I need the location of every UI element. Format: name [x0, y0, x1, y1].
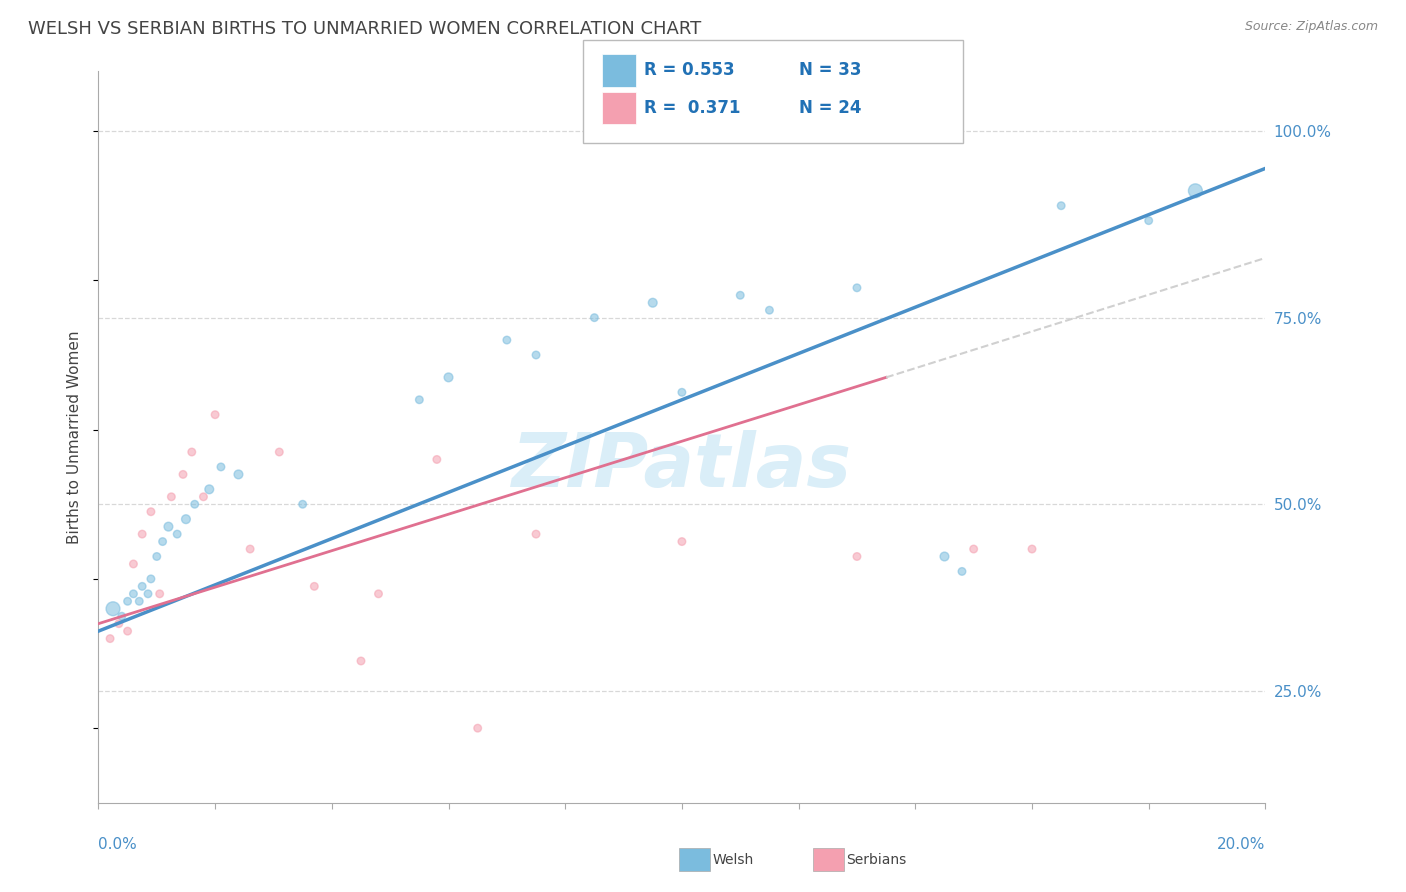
Text: R = 0.553: R = 0.553: [644, 62, 734, 79]
Point: [228, 467, 250, 482]
Point: [1137, 213, 1160, 227]
Point: [291, 497, 314, 511]
Point: [730, 288, 752, 302]
Point: [304, 579, 326, 593]
Point: [193, 490, 215, 504]
Point: [583, 310, 606, 325]
Point: [408, 392, 430, 407]
Point: [950, 565, 973, 579]
Point: [139, 505, 162, 519]
Point: [204, 408, 226, 422]
Point: [152, 534, 174, 549]
Point: [157, 519, 180, 533]
Point: [467, 721, 489, 735]
Point: [98, 632, 121, 646]
Point: [934, 549, 956, 564]
Point: [641, 295, 664, 310]
Text: 0.0%: 0.0%: [98, 837, 138, 852]
Text: R =  0.371: R = 0.371: [644, 99, 741, 117]
Point: [426, 452, 449, 467]
Point: [845, 281, 868, 295]
Point: [367, 587, 389, 601]
Point: [198, 483, 221, 497]
Point: [350, 654, 373, 668]
Point: [495, 333, 517, 347]
Point: [758, 303, 780, 318]
Text: Serbians: Serbians: [846, 853, 907, 867]
Point: [209, 459, 232, 474]
Point: [172, 467, 194, 482]
Point: [1021, 542, 1043, 557]
Point: [149, 587, 172, 601]
Text: ZIPatlas: ZIPatlas: [512, 430, 852, 503]
Point: [671, 534, 693, 549]
Point: [122, 587, 145, 601]
Point: [174, 512, 197, 526]
Point: [136, 587, 159, 601]
Text: N = 24: N = 24: [799, 99, 860, 117]
Point: [183, 497, 205, 511]
Point: [671, 385, 693, 400]
Point: [524, 348, 547, 362]
Point: [1184, 184, 1206, 198]
Point: [269, 445, 291, 459]
Point: [239, 542, 262, 557]
Point: [111, 609, 134, 624]
Point: [437, 370, 460, 384]
Point: [1050, 199, 1073, 213]
Point: [131, 527, 153, 541]
Point: [180, 445, 202, 459]
Point: [139, 572, 162, 586]
Point: [117, 594, 139, 608]
Point: [160, 490, 183, 504]
Point: [117, 624, 139, 639]
Text: WELSH VS SERBIAN BIRTHS TO UNMARRIED WOMEN CORRELATION CHART: WELSH VS SERBIAN BIRTHS TO UNMARRIED WOM…: [28, 20, 702, 37]
Point: [166, 527, 188, 541]
Text: Source: ZipAtlas.com: Source: ZipAtlas.com: [1244, 20, 1378, 33]
Point: [962, 542, 984, 557]
Point: [146, 549, 169, 564]
Point: [524, 527, 547, 541]
Text: 20.0%: 20.0%: [1218, 837, 1265, 852]
Point: [128, 594, 150, 608]
Point: [845, 549, 868, 564]
Text: N = 33: N = 33: [799, 62, 860, 79]
Point: [122, 557, 145, 571]
Point: [131, 579, 153, 593]
Point: [108, 616, 131, 631]
Y-axis label: Births to Unmarried Women: Births to Unmarried Women: [67, 330, 83, 544]
Point: [101, 601, 124, 615]
Text: Welsh: Welsh: [713, 853, 754, 867]
